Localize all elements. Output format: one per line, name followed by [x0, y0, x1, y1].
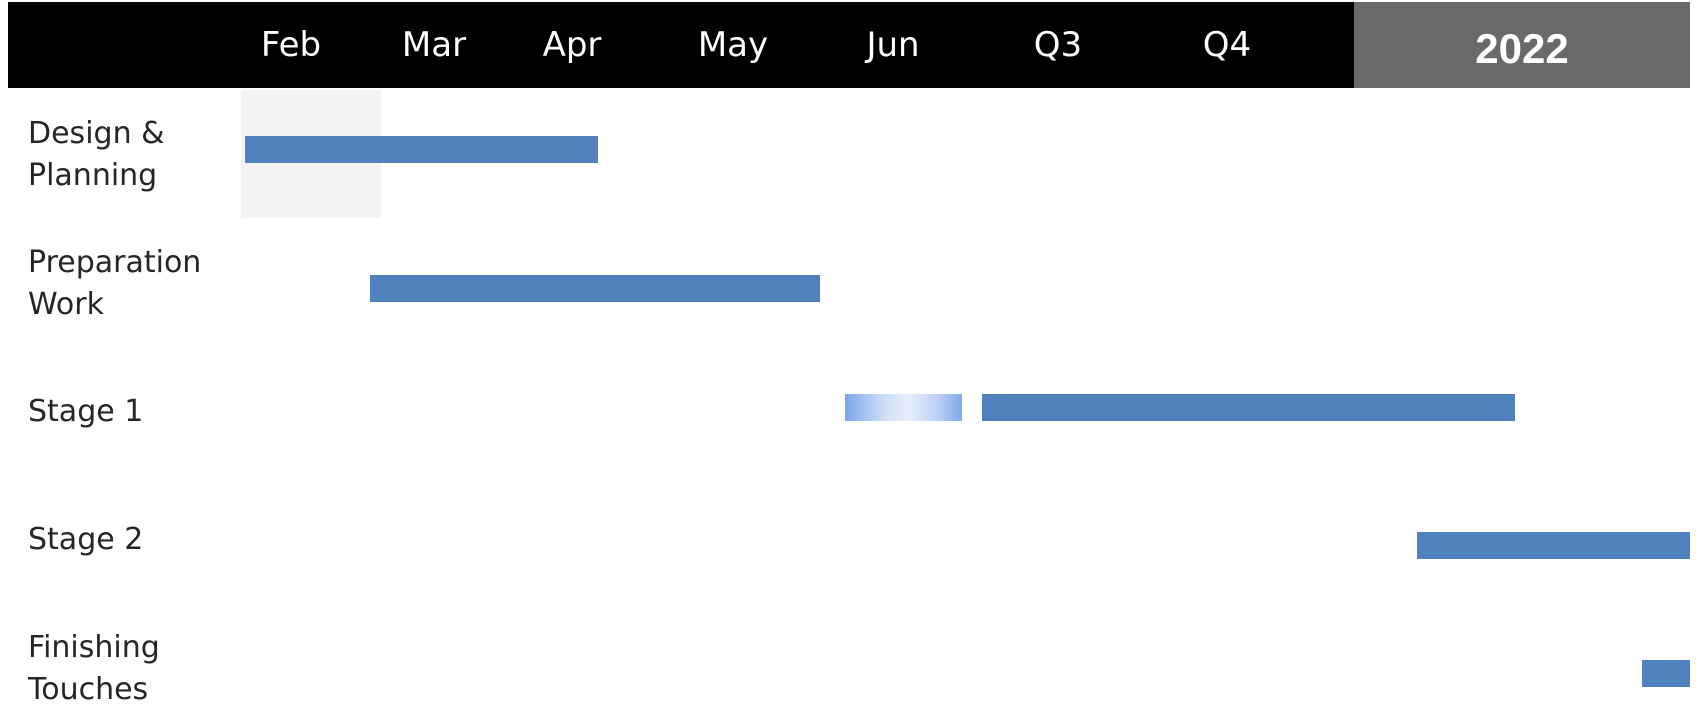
timeline-header — [8, 2, 1354, 88]
task-bar-preparation-work — [370, 275, 820, 302]
task-label-line: Planning — [28, 158, 158, 193]
year-header — [1354, 2, 1690, 88]
task-bar-finishing-touches — [1642, 660, 1690, 687]
task-bar-stage-1 — [982, 394, 1515, 421]
task-label-finishing-touches: Finishing Touches — [28, 627, 160, 711]
month-label-feb: Feb — [260, 25, 322, 65]
month-label-q3: Q3 — [1033, 25, 1083, 65]
task-label-stage-2: Stage 2 — [28, 519, 143, 561]
month-label-apr: Apr — [542, 25, 602, 65]
task-label-line: Stage 2 — [28, 522, 144, 557]
month-label-may: May — [697, 25, 769, 65]
task-label-line: Stage 1 — [28, 394, 144, 429]
task-label-stage-1: Stage 1 — [28, 391, 143, 433]
task-label-line: Design & — [28, 116, 165, 151]
month-label-mar: Mar — [401, 25, 467, 65]
task-bar-stage-2 — [1417, 532, 1690, 559]
task-bar-stage-1-tentative — [845, 394, 962, 421]
month-label-jun: Jun — [866, 25, 920, 65]
task-label-preparation-work: Preparation Work — [28, 242, 201, 326]
task-label-line: Touches — [28, 672, 149, 707]
task-label-line: Preparation — [28, 245, 202, 280]
task-label-line: Finishing — [28, 630, 160, 665]
month-label-q4: Q4 — [1202, 25, 1252, 65]
year-label: 2022 — [1475, 25, 1569, 72]
task-label-line: Work — [28, 287, 104, 322]
task-bar-design-planning — [245, 136, 598, 163]
task-label-design-planning: Design & Planning — [28, 113, 165, 197]
